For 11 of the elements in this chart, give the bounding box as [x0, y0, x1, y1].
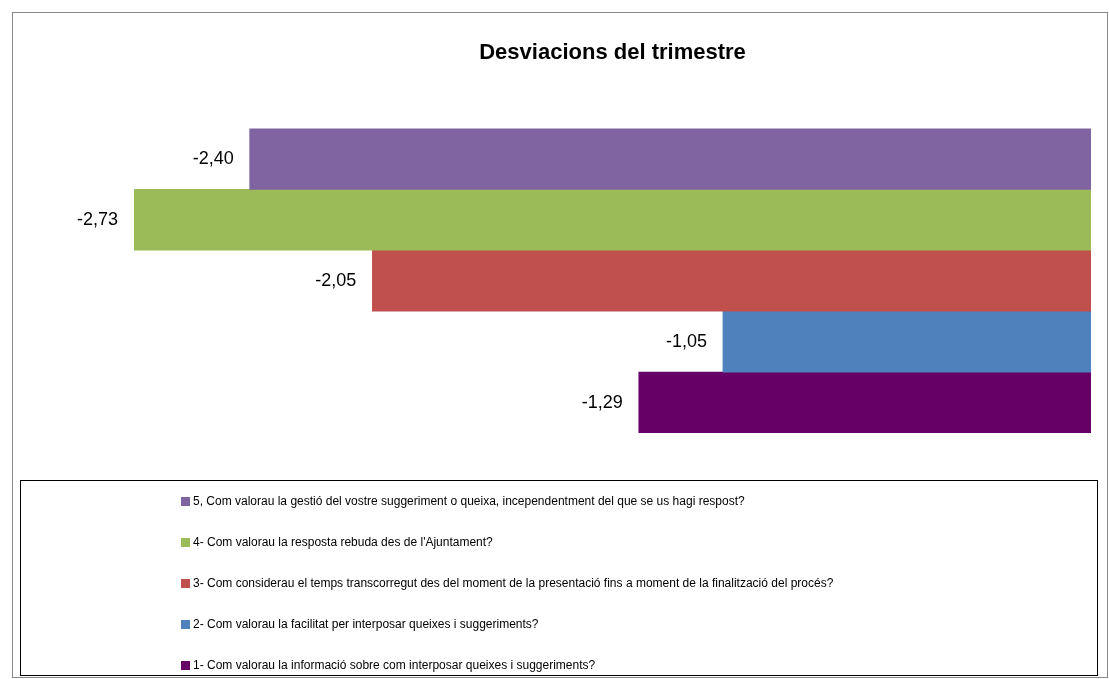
legend-label: 4- Com valorau la resposta rebuda des de l'Ajuntament?	[193, 534, 493, 551]
chart-title: Desviacions del trimestre	[479, 39, 746, 65]
legend-label: 3- Com considerau el temps transcorregut des del moment de la presentació fins a moment de la finalització del procés?	[193, 575, 834, 592]
data-label: -2,73	[76, 208, 118, 229]
legend-label: 5, Com valorau la gestió del vostre suggeriment o queixa, incependentment del que se us hagi respost?	[193, 493, 745, 510]
data-label: -2,40	[192, 147, 234, 168]
legend-label: 1- Com valorau la informació sobre com interposar queixes i suggeriments?	[193, 657, 596, 674]
data-label: -1,05	[665, 330, 707, 351]
data-label: -1,29	[581, 391, 623, 412]
data-label: -2,05	[315, 269, 357, 290]
legend-label: 2- Com valorau la facilitat per interposar queixes i suggeriments?	[193, 616, 539, 633]
